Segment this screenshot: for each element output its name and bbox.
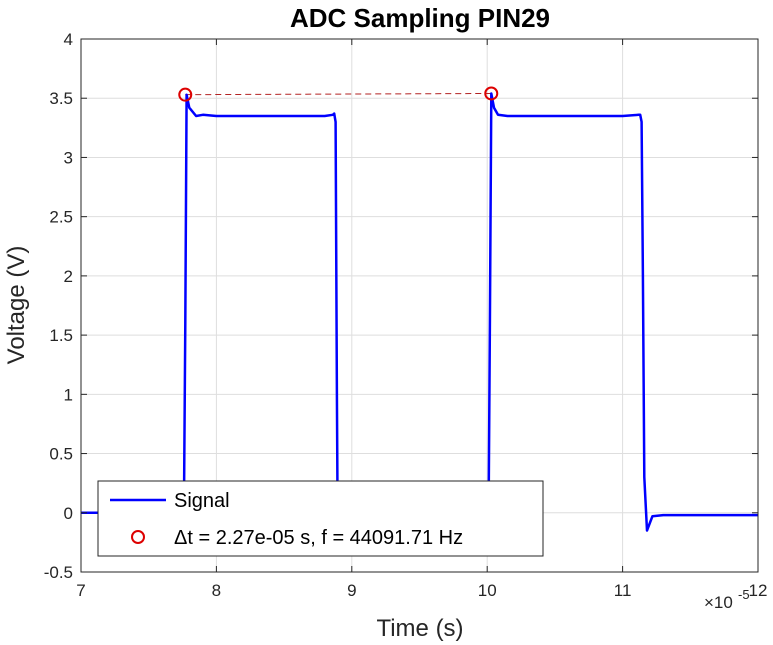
y-tick-label: 0	[64, 504, 73, 523]
signal-line	[81, 92, 758, 532]
legend-box	[97, 480, 544, 557]
x-exponent-label: ×10 -5	[704, 587, 750, 612]
y-tick-label: 0.5	[49, 445, 73, 464]
x-tick-label: 10	[478, 581, 497, 600]
x-tick-label: 9	[347, 581, 356, 600]
peak-marker	[178, 87, 193, 102]
axes: 7 8 9 10 11 12 -0.5 0 0.5 1 1.5 2 2.5 3 3.5 4	[44, 30, 768, 600]
data-layer	[81, 86, 758, 532]
legend-signal-label: Signal	[174, 490, 230, 512]
y-tick-label: 2.5	[49, 208, 73, 227]
y-tick-label: 3	[64, 148, 73, 167]
x-tick-label: 11	[614, 581, 632, 600]
peak-marker	[484, 86, 499, 101]
y-tick-label: 2	[64, 267, 73, 286]
x-axis-title: Time (s)	[376, 615, 463, 642]
period-dashed-line	[185, 92, 492, 96]
legend-marker-label: Δt = 2.27e-05 s, f = 44091.71 Hz	[174, 527, 463, 549]
y-axis-title: Voltage (V)	[3, 246, 30, 365]
axes-box	[80, 38, 759, 573]
x-exponent-base: ×10	[704, 593, 733, 612]
x-exponent-power: -5	[738, 587, 750, 602]
y-tick-label: 1.5	[49, 326, 73, 345]
legend: Signal Δt = 2.27e-05 s, f = 44091.71 Hz	[97, 480, 544, 557]
x-tick-label: 12	[749, 581, 768, 600]
legend-marker-swatch	[131, 530, 145, 544]
chart-title: ADC Sampling PIN29	[290, 3, 550, 33]
x-tick-label: 8	[212, 581, 221, 600]
y-tick-label: 4	[64, 30, 73, 49]
y-tick-label: 1	[64, 385, 73, 404]
y-tick-label: -0.5	[44, 563, 73, 582]
x-tick-label: 7	[76, 581, 85, 600]
y-tick-label: 3.5	[49, 89, 73, 108]
